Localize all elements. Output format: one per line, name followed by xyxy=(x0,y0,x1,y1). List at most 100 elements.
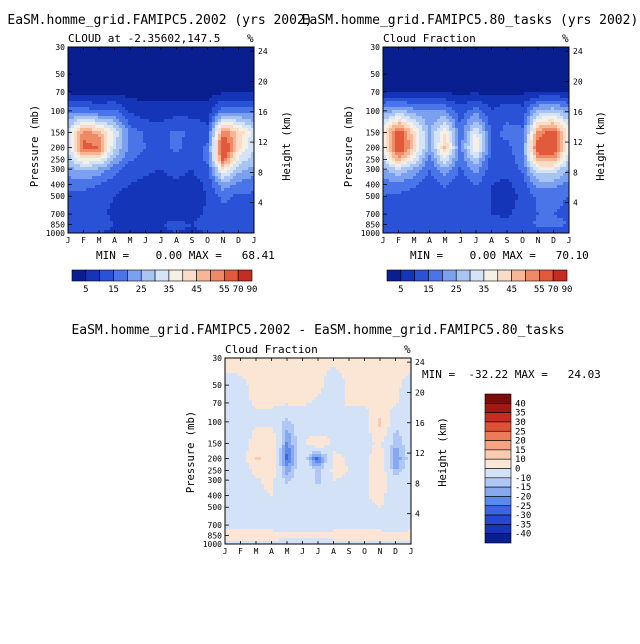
panel-80tasks-colorbar-box xyxy=(553,270,567,281)
panel-diff-ptick-label: 250 xyxy=(208,466,223,475)
panel-80tasks-ptick-label: 50 xyxy=(370,70,380,79)
panel-80tasks-xtick-label: O xyxy=(520,236,525,245)
panel-2002-ptick-label: 200 xyxy=(51,144,66,153)
panel-80tasks-ptick-label: 250 xyxy=(366,155,381,164)
panel-80tasks-xtick-label: F xyxy=(396,236,401,245)
panel-2002-colorbar-box xyxy=(197,270,211,281)
panel-diff-colorbar-box xyxy=(485,431,511,440)
panel-80tasks-colorbar-box xyxy=(456,270,470,281)
panel-2002-subtitle: CLOUD at -2.35602,147.5 xyxy=(68,32,220,45)
panel-2002-htick-label: 4 xyxy=(258,199,263,208)
panel-80tasks-colorbar-label: 25 xyxy=(451,285,462,295)
panel-2002-ptick-label: 150 xyxy=(51,128,66,137)
panel-2002: EaSM.homme_grid.FAMIPC5.2002 (yrs 2002) … xyxy=(7,13,312,295)
panel-80tasks-unit: % xyxy=(562,32,569,45)
panel-2002-colorbar-box xyxy=(127,270,141,281)
panel-2002-colorbar-box xyxy=(224,270,238,281)
panel-diff-colorbar-box xyxy=(485,515,511,524)
panel-diff-xtick-label: J xyxy=(223,547,228,556)
panel-diff-ptick-label: 500 xyxy=(208,503,223,512)
panel-diff-xtick-label: J xyxy=(409,547,414,556)
panel-80tasks-xtick-label: N xyxy=(536,236,541,245)
panel-diff-ptick-label: 150 xyxy=(208,439,223,448)
panel-80tasks-colorbar-box xyxy=(539,270,553,281)
panel-2002-colorbar-box xyxy=(155,270,169,281)
panel-80tasks-colorbar-label: 70 xyxy=(548,285,559,295)
panel-2002-xtick-label: J xyxy=(66,236,71,245)
panel-diff-ptick-label: 700 xyxy=(208,521,223,530)
panel-diff-unit: % xyxy=(404,343,411,356)
panel-80tasks-colorbar-box xyxy=(470,270,484,281)
panel-80tasks-colorbar-box xyxy=(498,270,512,281)
panel-diff-colorbar-box xyxy=(485,441,511,450)
panel-2002-colorbar-label: 55 xyxy=(219,285,230,295)
panel-80tasks-ptick-label: 1000 xyxy=(361,229,380,238)
panel-diff-htick-label: 24 xyxy=(415,358,425,367)
panel-diff-ptick-label: 70 xyxy=(212,399,222,408)
panel-2002-colorbar-box xyxy=(210,270,224,281)
panel-80tasks-xtick-label: M xyxy=(443,236,448,245)
panel-2002-xtick-label: S xyxy=(190,236,195,245)
panel-diff-colorbar-box xyxy=(485,459,511,468)
panel-2002-ptick-label: 30 xyxy=(55,43,65,52)
panel-80tasks-xtick-label: J xyxy=(381,236,386,245)
panel-80tasks-htick-label: 12 xyxy=(573,138,583,147)
panel-80tasks-subtitle: Cloud Fraction xyxy=(383,32,476,45)
panel-diff-colorbar-box xyxy=(485,422,511,431)
panel-2002-colorbar-label: 35 xyxy=(164,285,175,295)
panel-2002-ylabel: Pressure (mb) xyxy=(29,105,41,187)
panel-2002-htick-label: 24 xyxy=(258,47,268,56)
panel-2002-ptick-label: 100 xyxy=(51,107,66,116)
panel-2002-ptick-label: 70 xyxy=(55,88,65,97)
panel-80tasks-title: EaSM.homme_grid.FAMIPC5.80_tasks (yrs 20… xyxy=(302,13,639,28)
panel-diff-ptick-label: 30 xyxy=(212,354,222,363)
panel-80tasks-htick-label: 4 xyxy=(573,199,578,208)
panel-diff-xtick-label: O xyxy=(362,547,367,556)
panel-2002-ptick-label: 500 xyxy=(51,192,66,201)
panel-2002-ptick-label: 400 xyxy=(51,180,66,189)
panel-diff-htick-label: 4 xyxy=(415,510,420,519)
panel-80tasks-colorbar-box xyxy=(387,270,401,281)
panel-80tasks-xtick-label: A xyxy=(427,236,432,245)
panel-80tasks-colorbar-box xyxy=(525,270,539,281)
panel-2002-colorbar-label: 25 xyxy=(136,285,147,295)
panel-80tasks-xtick-label: J xyxy=(458,236,463,245)
panel-80tasks-colorbar-label: 45 xyxy=(506,285,517,295)
panel-diff-ptick-label: 200 xyxy=(208,455,223,464)
panel-2002-colorbar-label: 70 xyxy=(233,285,244,295)
panel-2002-xtick-label: J xyxy=(143,236,148,245)
panel-80tasks-field xyxy=(383,47,569,233)
panel-2002-ptick-label: 700 xyxy=(51,210,66,219)
panel-2002-htick-label: 20 xyxy=(258,77,268,86)
panel-2002-xtick-label: M xyxy=(128,236,133,245)
panel-diff-ptick-label: 400 xyxy=(208,491,223,500)
panel-diff-xtick-label: A xyxy=(269,547,274,556)
panel-80tasks-colorbar-box xyxy=(401,270,415,281)
panel-diff-colorbar-label: -40 xyxy=(515,530,531,540)
panel-2002-xtick-label: A xyxy=(112,236,117,245)
panel-diff-colorbar-box xyxy=(485,394,511,403)
panel-diff-ptick-label: 50 xyxy=(212,381,222,390)
panel-80tasks-ptick-label: 400 xyxy=(366,180,381,189)
panel-80tasks-ptick-label: 500 xyxy=(366,192,381,201)
panel-diff-subtitle: Cloud Fraction xyxy=(225,343,318,356)
panel-80tasks-xtick-label: A xyxy=(489,236,494,245)
panel-diff-field xyxy=(225,358,411,544)
panel-80tasks-colorbar-box xyxy=(429,270,443,281)
panel-80tasks-xtick-label: M xyxy=(412,236,417,245)
panel-80tasks-xtick-label: D xyxy=(551,236,556,245)
panel-2002-minmax: MIN = 0.00 MAX = 68.41 xyxy=(96,249,275,262)
panel-diff-htick-label: 8 xyxy=(415,479,420,488)
panel-diff-colorbar-box xyxy=(485,524,511,533)
panel-80tasks-htick-label: 8 xyxy=(573,168,578,177)
panel-diff-htick-label: 16 xyxy=(415,419,425,428)
panel-80tasks: EaSM.homme_grid.FAMIPC5.80_tasks (yrs 20… xyxy=(302,13,639,295)
panel-2002-htick-label: 12 xyxy=(258,138,268,147)
panel-diff-xtick-label: M xyxy=(254,547,259,556)
panel-diff-htick-label: 20 xyxy=(415,388,425,397)
panel-diff-colorbar-box xyxy=(485,403,511,412)
panel-80tasks-htick-label: 16 xyxy=(573,108,583,117)
